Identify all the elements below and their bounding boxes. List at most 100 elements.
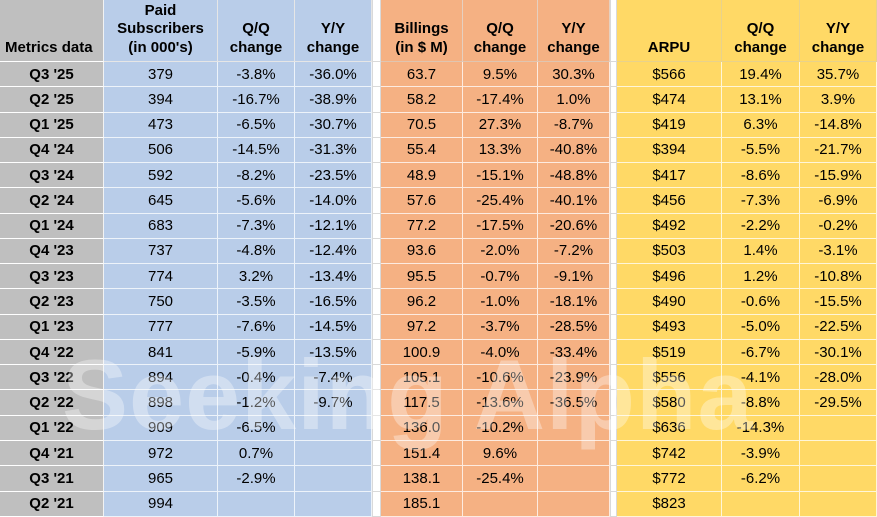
header-gap-column	[610, 0, 617, 62]
row-label: Q1 '22	[0, 415, 104, 441]
gap-cell	[372, 264, 381, 290]
cell-billings_yy	[538, 415, 610, 441]
column-header-billings_yy: Y/Y change	[538, 0, 610, 62]
cell-subs_yy: -16.5%	[295, 289, 372, 315]
gap-cell	[372, 314, 381, 340]
cell-arpu_yy: -3.1%	[800, 238, 877, 265]
cell-subs: 965	[104, 466, 218, 492]
cell-billings_qq	[463, 491, 538, 517]
cell-billings_yy: -40.1%	[538, 188, 610, 214]
cell-arpu_qq: -6.2%	[722, 466, 800, 492]
row-label: Q2 '21	[0, 491, 104, 517]
cell-arpu: $419	[617, 112, 722, 138]
cell-billings: 57.6	[381, 188, 463, 214]
cell-arpu: $772	[617, 466, 722, 492]
cell-subs: 909	[104, 415, 218, 441]
cell-billings_yy: -20.6%	[538, 213, 610, 239]
cell-subs_qq: 0.7%	[218, 440, 295, 467]
cell-arpu: $556	[617, 365, 722, 391]
column-header-billings: Billings (in $ M)	[381, 0, 463, 62]
cell-arpu_yy: -15.9%	[800, 163, 877, 189]
cell-billings_yy: -8.7%	[538, 112, 610, 138]
row-label: Q1 '25	[0, 112, 104, 138]
table-row: Q2 '25 394 -16.7% -38.9% 58.2 -17.4% 1.0% $474 1…	[0, 87, 877, 113]
cell-subs_qq: -3.5%	[218, 289, 295, 315]
cell-arpu_qq: 6.3%	[722, 112, 800, 138]
gap-cell	[610, 365, 617, 391]
gap-cell	[610, 415, 617, 441]
cell-subs_qq: -16.7%	[218, 87, 295, 113]
cell-billings_yy	[538, 466, 610, 492]
table-row: Q1 '22 909 -6.5% 136.0 -10.2% $636 -14.3%	[0, 415, 877, 441]
cell-billings_qq: 27.3%	[463, 112, 538, 138]
cell-arpu: $519	[617, 339, 722, 366]
table-row: Q2 '23 750 -3.5% -16.5% 96.2 -1.0% -18.1% $490-…	[0, 289, 877, 315]
cell-subs_qq: -5.6%	[218, 188, 295, 214]
cell-arpu_qq: -3.9%	[722, 440, 800, 467]
table-row: Q1 '24 683 -7.3% -12.1% 77.2 -17.5% -20.6% $492…	[0, 213, 877, 239]
table-row: Q3 '21 965 -2.9% 138.1 -25.4% $772 -6.2%	[0, 466, 877, 492]
cell-subs_qq: -1.2%	[218, 390, 295, 416]
column-header-billings_qq: Q/Q change	[463, 0, 538, 62]
cell-subs: 473	[104, 112, 218, 138]
cell-billings: 95.5	[381, 264, 463, 290]
cell-arpu_yy	[800, 440, 877, 467]
cell-arpu_qq: 1.4%	[722, 238, 800, 265]
cell-arpu_yy	[800, 466, 877, 492]
table-row: Q3 '22 894 -0.4% -7.4% 105.1 -10.6% -23.9% $556…	[0, 365, 877, 391]
cell-arpu_yy: -10.8%	[800, 264, 877, 290]
cell-arpu_qq: -6.7%	[722, 339, 800, 366]
cell-arpu: $456	[617, 188, 722, 214]
cell-billings_yy: -7.2%	[538, 238, 610, 265]
header-row: Metrics data Paid Subscribers (in 000's) Q…	[0, 0, 877, 62]
cell-subs_yy: -13.4%	[295, 264, 372, 290]
cell-billings_yy: -48.8%	[538, 163, 610, 189]
cell-subs_yy: -31.3%	[295, 137, 372, 164]
cell-billings_yy	[538, 440, 610, 467]
gap-cell	[372, 466, 381, 492]
cell-billings_yy: -28.5%	[538, 314, 610, 340]
cell-arpu_qq: 19.4%	[722, 62, 800, 88]
cell-subs_qq: -7.6%	[218, 314, 295, 340]
gap-cell	[372, 491, 381, 517]
gap-cell	[610, 238, 617, 265]
cell-arpu_yy: -21.7%	[800, 137, 877, 164]
cell-subs: 894	[104, 365, 218, 391]
gap-cell	[372, 188, 381, 214]
cell-arpu: $636	[617, 415, 722, 441]
cell-arpu_yy: -14.8%	[800, 112, 877, 138]
table-row: Q2 '22 898 -1.2% -9.7% 117.5 -13.6% -36.5% $580…	[0, 390, 877, 416]
cell-subs_qq: 3.2%	[218, 264, 295, 290]
gap-cell	[610, 264, 617, 290]
cell-subs_qq: -7.3%	[218, 213, 295, 239]
cell-arpu: $742	[617, 440, 722, 467]
cell-billings: 93.6	[381, 238, 463, 265]
cell-subs_yy: -13.5%	[295, 339, 372, 366]
cell-billings_yy: 30.3%	[538, 62, 610, 88]
gap-cell	[610, 491, 617, 517]
cell-subs: 506	[104, 137, 218, 164]
cell-billings_qq: -4.0%	[463, 339, 538, 366]
cell-arpu_qq	[722, 491, 800, 517]
cell-arpu_qq: 1.2%	[722, 264, 800, 290]
table-row: Q3 '24 592 -8.2% -23.5% 48.9 -15.1% -48.8% $417…	[0, 163, 877, 189]
gap-cell	[610, 440, 617, 467]
cell-billings_qq: 13.3%	[463, 137, 538, 164]
cell-billings_qq: -25.4%	[463, 466, 538, 492]
cell-billings_yy	[538, 491, 610, 517]
cell-billings: 58.2	[381, 87, 463, 113]
gap-cell	[610, 390, 617, 416]
row-label: Q1 '23	[0, 314, 104, 340]
cell-billings_qq: -25.4%	[463, 188, 538, 214]
gap-cell	[372, 87, 381, 113]
table-row: Q4 '21 972 0.7% 151.4 9.6% $742 -3.9%	[0, 440, 877, 467]
cell-subs_yy: -36.0%	[295, 62, 372, 88]
cell-subs_qq: -14.5%	[218, 137, 295, 164]
cell-subs: 841	[104, 339, 218, 366]
cell-arpu: $503	[617, 238, 722, 265]
cell-subs: 737	[104, 238, 218, 265]
cell-billings_qq: -3.7%	[463, 314, 538, 340]
cell-billings_yy: 1.0%	[538, 87, 610, 113]
gap-cell	[610, 289, 617, 315]
gap-cell	[372, 62, 381, 88]
